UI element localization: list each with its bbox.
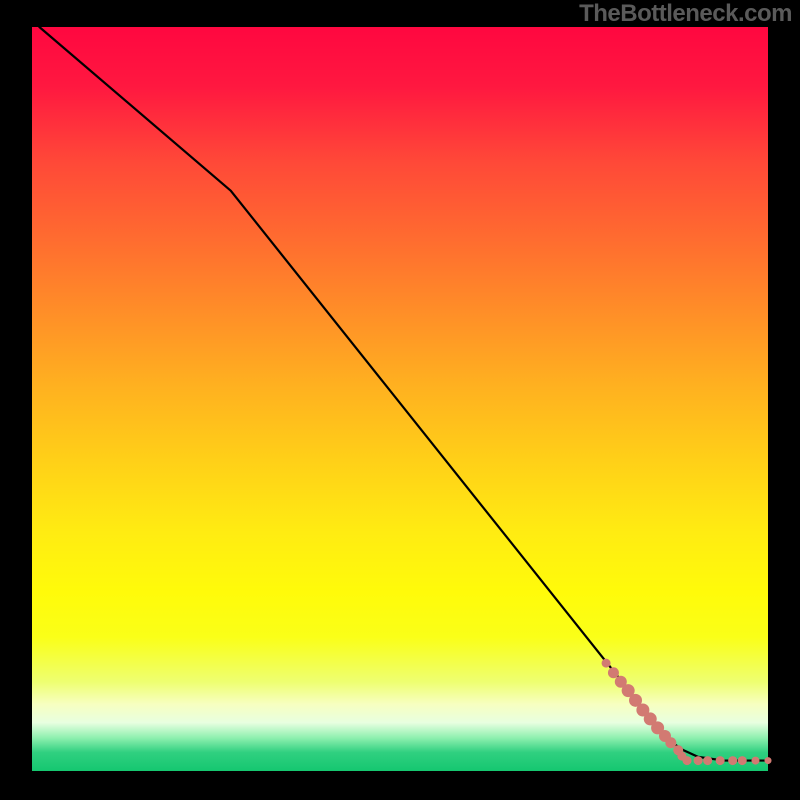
chart-container: TheBottleneck.com: [0, 0, 800, 800]
data-marker: [765, 757, 772, 764]
chart-svg: [0, 0, 800, 800]
data-marker: [608, 667, 619, 678]
data-marker: [738, 756, 747, 765]
data-marker: [602, 659, 611, 668]
plot-background: [32, 27, 768, 771]
data-marker: [716, 756, 725, 765]
data-marker: [665, 737, 676, 748]
data-marker: [728, 756, 737, 765]
data-marker: [694, 756, 703, 765]
data-marker: [703, 756, 712, 765]
watermark-text: TheBottleneck.com: [579, 0, 792, 28]
data-marker: [751, 757, 759, 765]
data-marker: [683, 756, 692, 765]
